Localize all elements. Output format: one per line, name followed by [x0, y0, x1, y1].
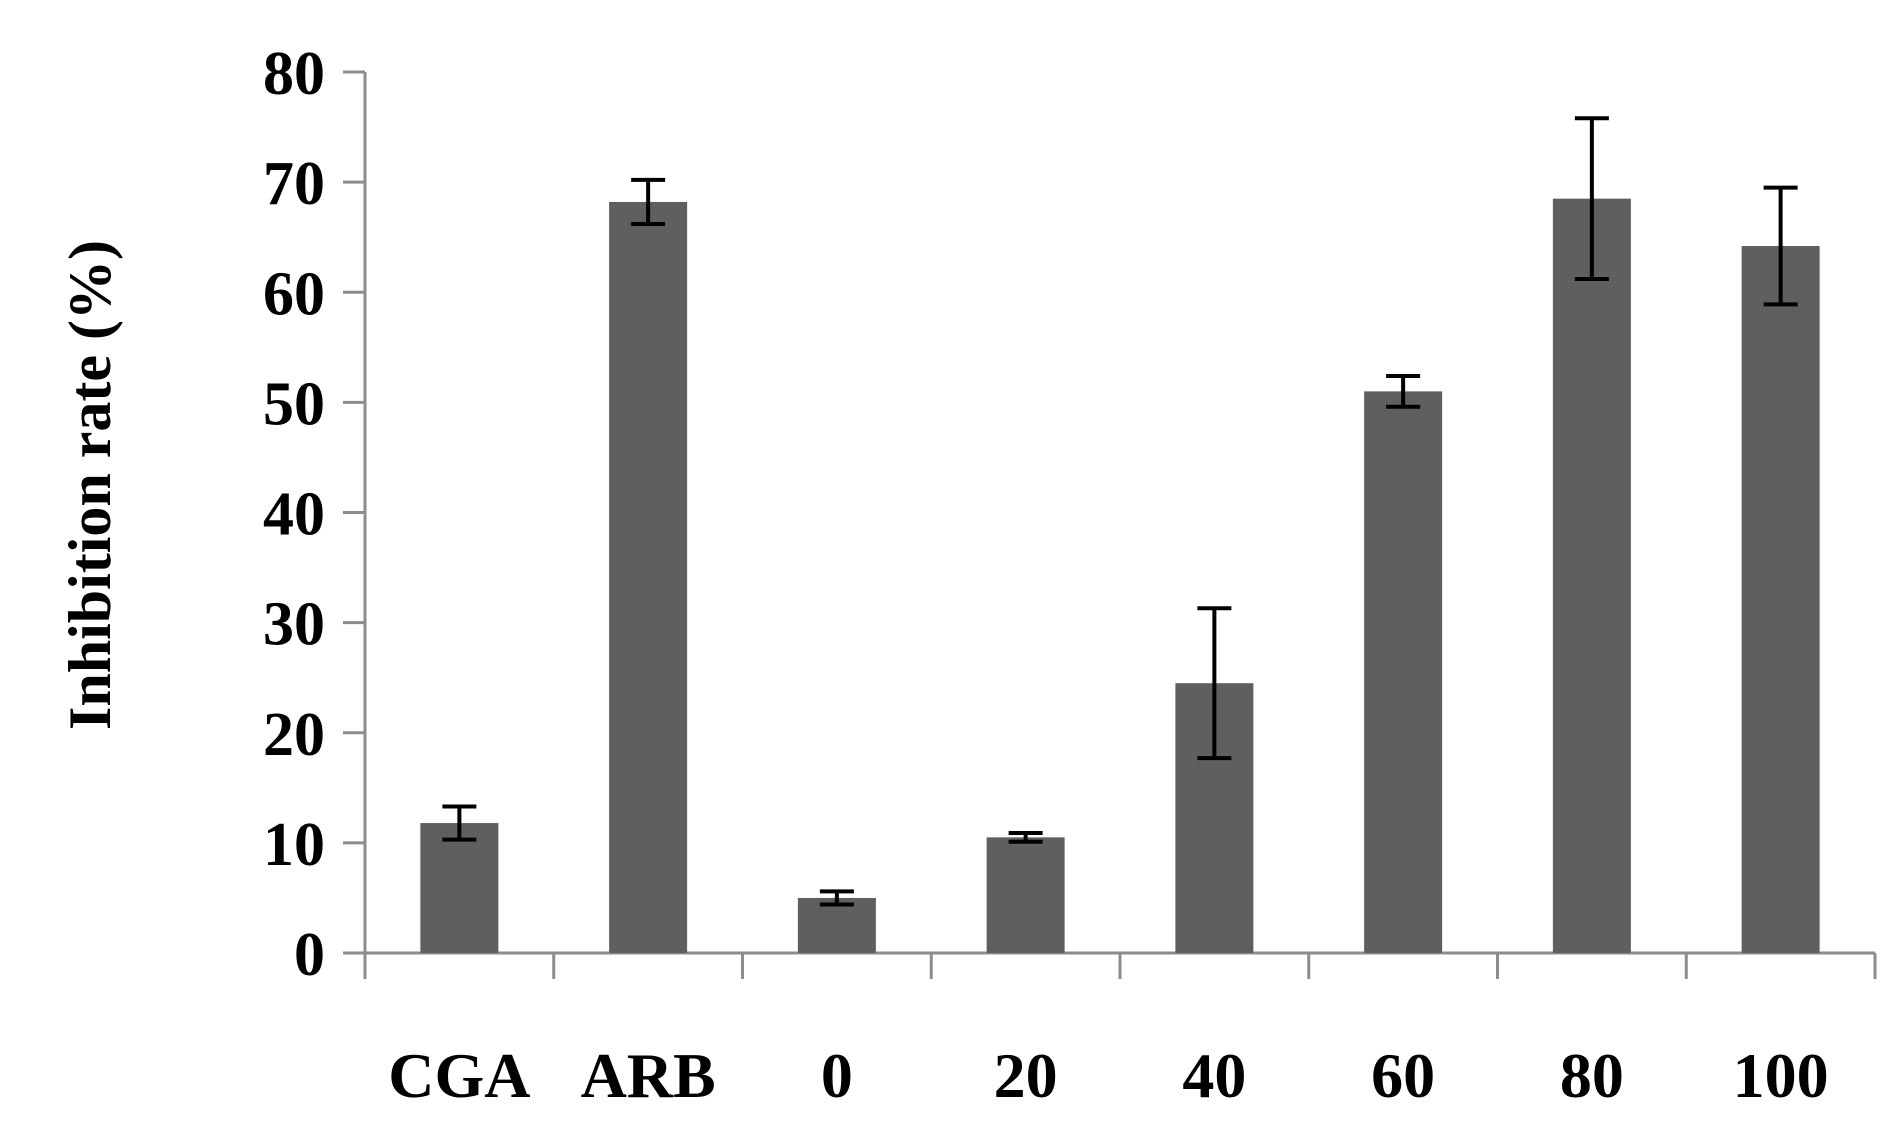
x-category-label: 80	[1560, 1040, 1624, 1111]
x-category-labels: CGA ARB 0 20 40 60 80 100	[388, 1040, 1828, 1111]
x-category-label: 40	[1182, 1040, 1246, 1111]
x-category-label: CGA	[388, 1040, 530, 1111]
bars	[420, 198, 1820, 954]
x-category-label: ARB	[581, 1040, 716, 1111]
error-bars	[442, 116, 1798, 907]
y-tick-label: 80	[263, 40, 325, 108]
error-bar-arb	[631, 177, 666, 226]
y-tick-label: 30	[263, 591, 325, 659]
y-tick-label: 70	[263, 150, 325, 218]
y-axis-label: Inhibition rate (%)	[57, 240, 123, 730]
error-bar-cga	[442, 804, 477, 842]
error-bar-20	[1008, 830, 1043, 844]
y-tick-label: 20	[263, 701, 325, 769]
error-bar-0	[819, 889, 854, 907]
bar-60	[1364, 391, 1443, 953]
error-bar-40	[1197, 606, 1232, 761]
x-category-label: 0	[821, 1040, 853, 1111]
error-bar-80	[1574, 116, 1609, 282]
bar-100	[1741, 245, 1820, 953]
y-tick-label: 10	[263, 811, 325, 879]
y-tick-label: 50	[263, 370, 325, 438]
bar-80	[1552, 198, 1631, 954]
error-bar-60	[1386, 373, 1421, 409]
error-bar-100	[1763, 185, 1798, 307]
y-tick-label: 0	[294, 921, 325, 989]
bar-0	[797, 897, 876, 953]
y-tick-label: 60	[263, 260, 325, 328]
y-tick-labels: 0 10 20 30 40 50 60 70 80	[263, 40, 325, 989]
x-category-label: 60	[1371, 1040, 1435, 1111]
bar-arb	[609, 201, 688, 953]
x-category-label: 100	[1733, 1040, 1829, 1111]
y-tick-label: 40	[263, 481, 325, 549]
axes	[343, 70, 1877, 979]
bar-cga	[420, 823, 499, 953]
x-category-label: 20	[994, 1040, 1058, 1111]
bar-20	[986, 837, 1065, 953]
